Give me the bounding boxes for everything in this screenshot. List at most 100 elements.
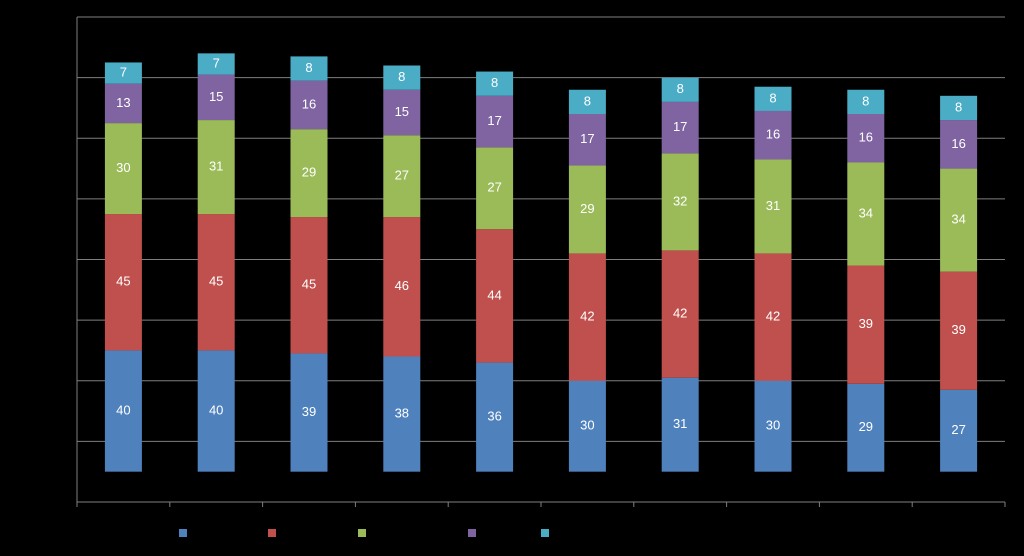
data-label: 45 bbox=[209, 274, 223, 289]
bar-segment bbox=[290, 56, 328, 81]
data-label: 8 bbox=[769, 90, 776, 105]
bar-segment bbox=[476, 362, 514, 472]
data-label: 29 bbox=[580, 201, 594, 216]
data-label: 8 bbox=[398, 69, 405, 84]
data-label: 8 bbox=[955, 99, 962, 114]
data-label: 17 bbox=[580, 131, 594, 146]
bar-segment bbox=[197, 214, 235, 351]
bar-segment bbox=[290, 353, 328, 472]
bar-segment bbox=[104, 350, 142, 472]
bar-segment bbox=[476, 95, 514, 148]
data-label: 8 bbox=[491, 75, 498, 90]
data-label: 44 bbox=[487, 287, 501, 302]
bar-segment bbox=[383, 65, 421, 90]
legend-marker bbox=[268, 529, 276, 537]
bar-segment bbox=[383, 356, 421, 472]
bar-segment bbox=[847, 383, 885, 472]
data-label: 42 bbox=[673, 306, 687, 321]
data-label: 29 bbox=[302, 165, 316, 180]
data-label: 7 bbox=[213, 55, 220, 70]
data-label: 15 bbox=[209, 89, 223, 104]
bar-segment bbox=[104, 214, 142, 351]
bar-segment bbox=[754, 86, 792, 111]
data-label: 34 bbox=[859, 205, 873, 220]
bar-segment bbox=[847, 265, 885, 384]
bar-segment bbox=[940, 271, 978, 390]
data-label: 31 bbox=[209, 158, 223, 173]
bar-segment bbox=[104, 62, 142, 84]
bar-segment bbox=[476, 229, 514, 363]
data-label: 8 bbox=[677, 81, 684, 96]
bar-segment bbox=[847, 162, 885, 266]
bar-segment bbox=[940, 389, 978, 472]
bar-segment bbox=[754, 380, 792, 472]
bar-segment bbox=[754, 110, 792, 160]
bar-segment bbox=[383, 135, 421, 218]
bar-segment bbox=[197, 120, 235, 215]
data-label: 17 bbox=[673, 119, 687, 134]
data-label: 13 bbox=[116, 95, 130, 110]
bar-segment bbox=[568, 380, 606, 472]
data-label: 8 bbox=[305, 60, 312, 75]
data-label: 27 bbox=[395, 168, 409, 183]
bar-segment bbox=[568, 165, 606, 254]
bar-segment bbox=[847, 89, 885, 114]
bar-segment bbox=[197, 350, 235, 472]
bar-segment bbox=[568, 253, 606, 381]
data-label: 39 bbox=[951, 322, 965, 337]
data-label: 45 bbox=[116, 274, 130, 289]
bar-segment bbox=[940, 95, 978, 121]
bar-segment bbox=[661, 250, 699, 378]
legend-marker bbox=[358, 529, 366, 537]
data-label: 34 bbox=[951, 212, 965, 227]
legend-marker bbox=[541, 529, 549, 537]
bar-segment bbox=[940, 168, 978, 272]
data-label: 16 bbox=[302, 96, 316, 111]
data-label: 36 bbox=[487, 409, 501, 424]
bar-segment bbox=[568, 114, 606, 166]
bar-segment bbox=[661, 153, 699, 251]
data-label: 8 bbox=[584, 93, 591, 108]
bar-segment bbox=[104, 83, 142, 124]
legend-marker bbox=[468, 529, 476, 537]
bar-segment bbox=[847, 114, 885, 163]
bar-segment bbox=[940, 120, 978, 169]
data-label: 32 bbox=[673, 193, 687, 208]
data-label: 31 bbox=[673, 416, 687, 431]
data-label: 30 bbox=[116, 160, 130, 175]
data-label: 16 bbox=[859, 130, 873, 145]
bar-segment bbox=[661, 77, 699, 102]
bar-segment bbox=[661, 377, 699, 472]
data-label: 42 bbox=[766, 309, 780, 324]
data-label: 45 bbox=[302, 277, 316, 292]
data-label: 46 bbox=[395, 278, 409, 293]
bar-segment bbox=[568, 89, 606, 114]
bar-segment bbox=[476, 147, 514, 230]
bar-segment bbox=[661, 101, 699, 154]
legend-marker bbox=[179, 529, 187, 537]
data-label: 16 bbox=[766, 127, 780, 142]
data-label: 27 bbox=[487, 180, 501, 195]
bar-segment bbox=[754, 253, 792, 381]
bar-segment bbox=[476, 71, 514, 96]
data-label: 27 bbox=[951, 422, 965, 437]
bar-segment bbox=[104, 123, 142, 215]
bar-segment bbox=[383, 217, 421, 357]
data-label: 40 bbox=[116, 403, 130, 418]
data-label: 17 bbox=[487, 113, 501, 128]
data-label: 30 bbox=[580, 418, 594, 433]
data-label: 39 bbox=[302, 404, 316, 419]
data-label: 30 bbox=[766, 418, 780, 433]
bar-segment bbox=[754, 159, 792, 254]
bar-segment bbox=[383, 89, 421, 136]
data-label: 40 bbox=[209, 403, 223, 418]
data-label: 8 bbox=[862, 93, 869, 108]
data-label: 15 bbox=[395, 104, 409, 119]
bar-segment bbox=[290, 80, 328, 130]
bar-segment bbox=[290, 217, 328, 354]
data-label: 38 bbox=[395, 406, 409, 421]
data-label: 16 bbox=[951, 136, 965, 151]
data-label: 42 bbox=[580, 309, 594, 324]
data-label: 31 bbox=[766, 198, 780, 213]
